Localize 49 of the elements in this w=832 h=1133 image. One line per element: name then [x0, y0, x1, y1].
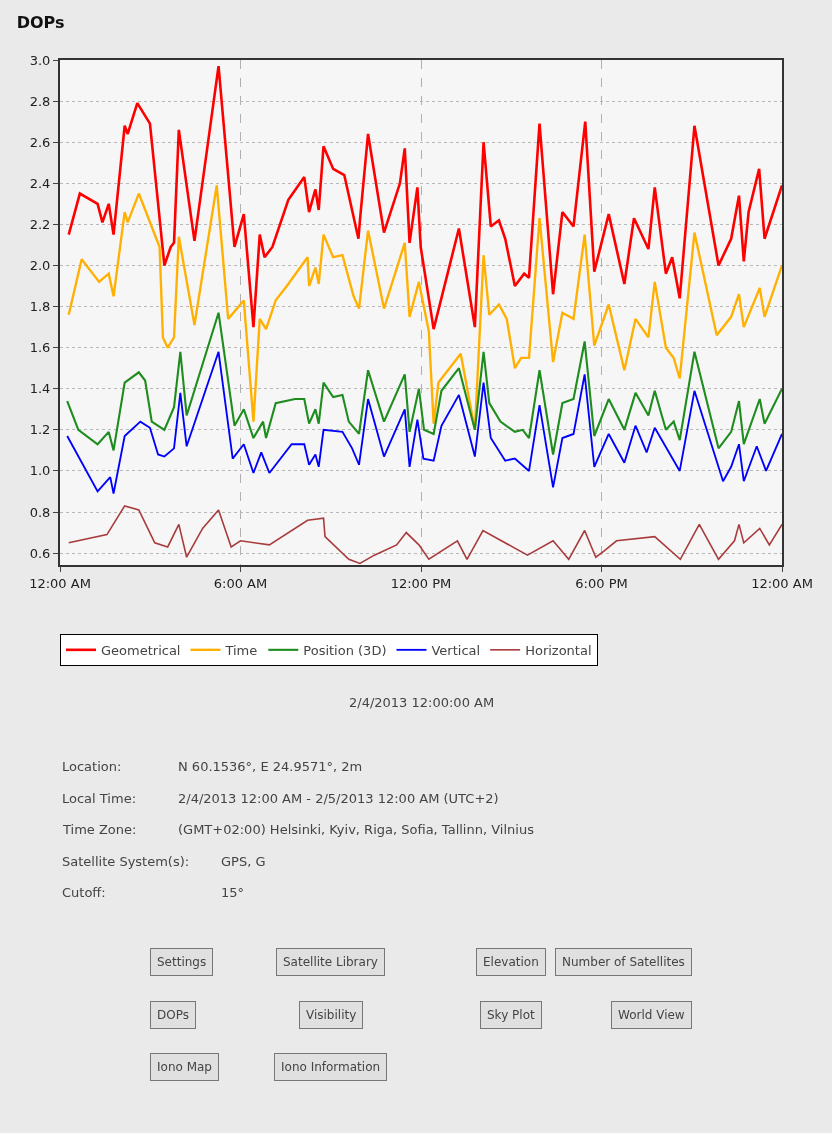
- text: GPS, G: [221, 854, 266, 869]
- text: 15°: [221, 885, 245, 900]
- line-series: [67, 64, 782, 331]
- y-tick-label: 1.8: [29, 299, 51, 315]
- text: 2/4/2013 12:00 AM - 2/5/2013 12:00 AM (UTC+2): [178, 791, 499, 806]
- x-tick-label: 12:00 AM: [751, 576, 813, 592]
- text: Settings: [157, 955, 207, 969]
- text: Elevation: [483, 955, 539, 969]
- text: (GMT+02:00) Helsinki, Kyiv, Riga, Sofia, Tallinn, Vilnius: [178, 822, 535, 837]
- y-tick-label: 3.0: [29, 52, 51, 68]
- y-tick-label: 0.8: [29, 504, 51, 520]
- x-tick-label: 12:00 PM: [390, 576, 452, 592]
- text: N 60.1536°, E 24.9571°, 2m: [178, 759, 363, 774]
- y-tick-label: 1.6: [29, 340, 51, 356]
- line-series: [66, 311, 782, 456]
- y-tick-label: 1.4: [29, 381, 51, 397]
- text: 2/4/2013 12:00:00 AM: [349, 695, 495, 710]
- text: Visibility: [306, 1008, 357, 1022]
- text: Satellite Library: [283, 955, 378, 969]
- y-tick-label: 2.8: [29, 93, 51, 109]
- x-tick-label: 6:00 AM: [213, 576, 268, 592]
- legend-label: Horizontal: [525, 642, 592, 658]
- x-tick-label: 12:00 AM: [29, 576, 91, 592]
- legend-label: Time: [224, 642, 258, 658]
- y-tick-label: 2.0: [29, 258, 51, 274]
- legend-label: Position (3D): [303, 642, 387, 658]
- text: World View: [618, 1008, 685, 1022]
- line-series: [67, 505, 782, 565]
- text: Iono Map: [157, 1060, 212, 1074]
- y-tick-label: 0.6: [29, 545, 51, 561]
- text: Location:: [62, 759, 122, 774]
- text: Number of Satellites: [562, 955, 685, 969]
- text: DOPs: [157, 1008, 189, 1022]
- legend-label: Vertical: [431, 642, 481, 658]
- y-tick-label: 1.2: [29, 422, 51, 438]
- y-tick-label: 2.4: [29, 175, 51, 191]
- x-tick-label: 6:00 PM: [575, 576, 628, 592]
- legend-label: Geometrical: [101, 642, 181, 658]
- text: Local Time:: [62, 791, 137, 806]
- y-tick-label: 1.0: [29, 463, 51, 479]
- chart-title: DOPs: [16, 13, 65, 33]
- text: Sky Plot: [487, 1008, 535, 1022]
- text: Time Zone:: [62, 822, 137, 837]
- text: Cutoff:: [62, 885, 106, 900]
- y-tick-label: 2.2: [29, 216, 51, 232]
- text: Iono Information: [281, 1060, 381, 1074]
- line-series: [66, 350, 782, 495]
- y-tick-label: 2.6: [29, 134, 51, 150]
- text: Satellite System(s):: [62, 854, 190, 869]
